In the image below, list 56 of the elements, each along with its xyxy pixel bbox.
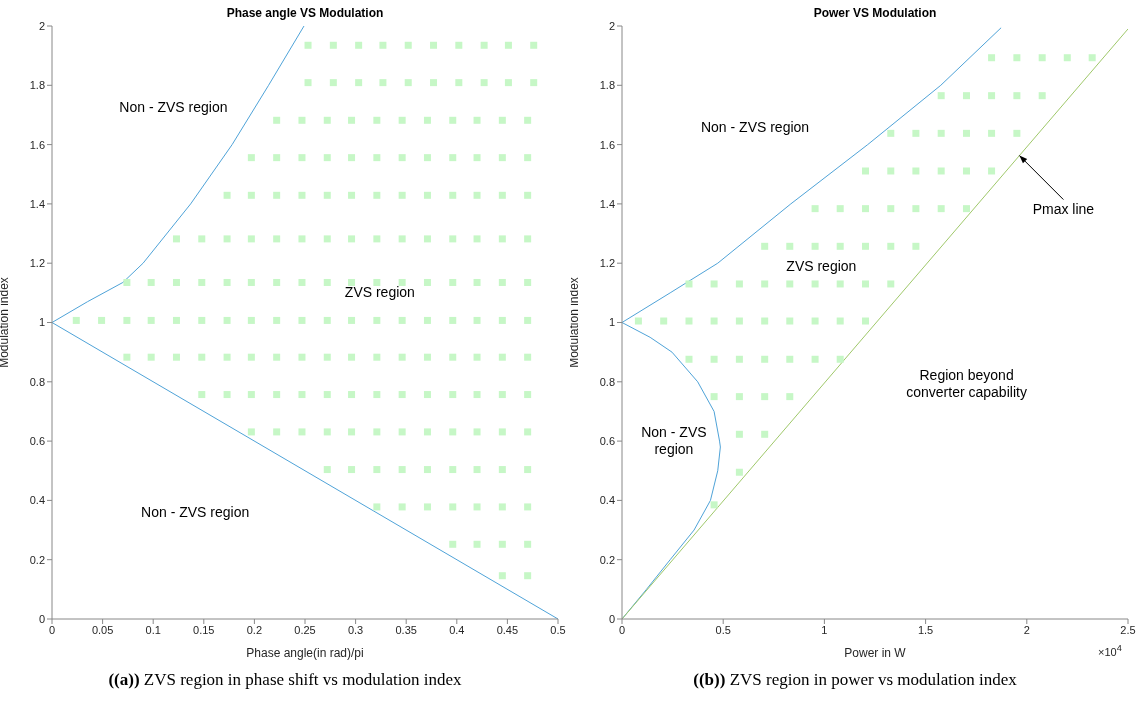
y-tick-label: 1.6 xyxy=(599,138,615,151)
y-tick-label: 1.8 xyxy=(599,79,615,92)
y-tick-label: 0.6 xyxy=(29,435,45,448)
y-tick-label: 1.2 xyxy=(599,257,615,270)
x-tick-label: 0.05 xyxy=(91,623,114,636)
x-tick-label: 0 xyxy=(48,623,56,636)
y-tick-label: 1.8 xyxy=(29,79,45,92)
y-tick-label: 0 xyxy=(38,612,45,625)
annotation: ZVS region xyxy=(785,257,858,275)
x-tick-label: 0.1 xyxy=(145,623,161,636)
x-tick-label: 0.35 xyxy=(395,623,417,636)
y-tick-label: 0.6 xyxy=(599,435,615,448)
annotation: ZVS region xyxy=(343,283,416,301)
x-tick-label: 0.5 xyxy=(550,623,566,636)
x-tick-label: 0.25 xyxy=(294,623,316,636)
y-axis-title: Modulation index xyxy=(567,277,582,368)
annotation: Non - ZVS region xyxy=(699,119,811,137)
annotation: Non - ZVS region xyxy=(641,423,707,457)
x-tick-label: 0.4 xyxy=(449,623,465,636)
y-tick-label: 0.2 xyxy=(29,553,45,566)
y-tick-label: 0.4 xyxy=(29,494,45,507)
y-tick-label: 1 xyxy=(38,316,45,329)
y-tick-label: 1.4 xyxy=(599,197,615,210)
y-tick-label: 0.2 xyxy=(599,553,615,566)
y-tick-label: 1.4 xyxy=(29,197,45,210)
x-tick-label: 0.5 xyxy=(715,623,731,636)
y-axis-title: Modulation index xyxy=(0,277,12,368)
y-tick-label: 2 xyxy=(608,19,615,32)
x-tick-label: 0.3 xyxy=(347,623,364,636)
y-tick-label: 1.2 xyxy=(29,257,45,270)
x-tick-label: 2 xyxy=(1023,623,1030,636)
x-tick-label: 0.2 xyxy=(246,623,263,636)
annotation: Region beyond converter capability xyxy=(905,367,1028,402)
x-tick-label: 0 xyxy=(618,623,626,636)
y-tick-label: 1 xyxy=(608,316,615,329)
y-tick-label: 0.8 xyxy=(29,375,45,388)
x-tick-label: 1 xyxy=(821,623,828,636)
y-tick-label: 0.8 xyxy=(599,375,615,388)
y-tick-label: 0.4 xyxy=(599,494,615,507)
x-tick-label: 0.45 xyxy=(496,623,519,636)
annotation: Non - ZVS region xyxy=(140,504,251,522)
y-tick-label: 2 xyxy=(38,19,45,32)
y-tick-label: 1.6 xyxy=(29,138,45,151)
text: ((a)) ZVS region in phase shift vs modulation index xyxy=(108,670,462,689)
text: ×10$^{4}$ xyxy=(1098,643,1122,658)
x-axis-title: Phase angle(in rad)/pi xyxy=(246,646,364,660)
x-tick-label: 1.5 xyxy=(917,623,934,636)
annotation: Pmax line xyxy=(1032,200,1095,217)
y-tick-label: 0 xyxy=(608,612,615,625)
x-tick-label: 2.5 xyxy=(1120,623,1136,636)
annotation: Non - ZVS region xyxy=(118,98,229,116)
chart-title: Power VS Modulation xyxy=(812,6,938,20)
x-axis-title: Power in W xyxy=(844,646,907,660)
text: ((b)) ZVS region in power vs modulation index xyxy=(693,670,1017,689)
chart-title: Phase angle VS Modulation xyxy=(225,6,385,20)
x-tick-label: 0.15 xyxy=(193,623,215,636)
